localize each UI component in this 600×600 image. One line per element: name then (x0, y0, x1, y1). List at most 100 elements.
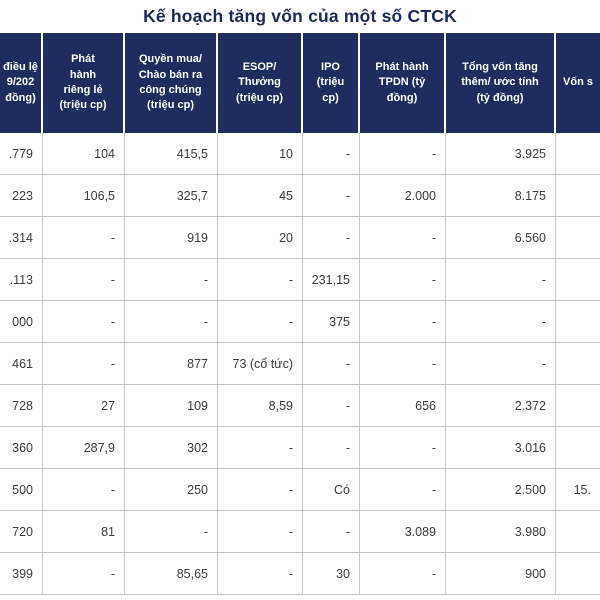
table-cell: 6.560 (446, 217, 556, 258)
table-row: 000- - -375- - (0, 301, 600, 343)
column-header-7: Vốn s (563, 76, 593, 89)
table-cell: 20 (218, 217, 303, 258)
table-row: 360 287,9 302- - -3.016 (0, 427, 600, 469)
table-cell: - (303, 511, 360, 552)
table-cell: 375 (303, 301, 360, 342)
table-cell: 415,5 (125, 133, 218, 174)
table-cell: 85,65 (125, 553, 218, 594)
table-cell: 30 (303, 553, 360, 594)
table-cell: 720 (0, 511, 43, 552)
table-cell: - (43, 469, 125, 510)
table-cell: - (360, 469, 446, 510)
table-row: 728 27 109 8,59-656 2.372 (0, 385, 600, 427)
table-cell: - (43, 553, 125, 594)
table-cell: 10 (218, 133, 303, 174)
table-cell: 287,9 (43, 427, 125, 468)
table-cell: - (446, 301, 556, 342)
table-row: 223 106,5 325,7 45-2.000 8.175 (0, 175, 600, 217)
table-cell: 106,5 (43, 175, 125, 216)
table-cell: 45 (218, 175, 303, 216)
table-cell: .314 (0, 217, 43, 258)
table-cell: 109 (125, 385, 218, 426)
table-cell: - (218, 259, 303, 300)
table-cell: 231,15 (303, 259, 360, 300)
table-cell: - (125, 301, 218, 342)
column-header-6: Tổng vốn tăng thêm/ ước tính (tỷ đồng) (446, 33, 556, 133)
table-row: .779 104 415,5 10- -3.925 (0, 133, 600, 175)
table-cell: 81 (43, 511, 125, 552)
table-cell: 3.980 (446, 511, 556, 552)
table-cell: - (303, 385, 360, 426)
table-cell: 325,7 (125, 175, 218, 216)
table-row: 399-85,65-30-900 (0, 553, 600, 595)
table-cell: - (43, 217, 125, 258)
table-cell: 223 (0, 175, 43, 216)
table-cell: - (125, 259, 218, 300)
table-cell: 250 (125, 469, 218, 510)
table-cell: 15. (573, 482, 591, 497)
table-cell (556, 553, 600, 594)
table-cell: .113 (0, 259, 43, 300)
table-cell: 73 (cổ tức) (218, 343, 303, 384)
table-cell: - (125, 511, 218, 552)
table-cell: - (360, 427, 446, 468)
table-body: .779 104 415,5 10- -3.925 223 106,5 325,7 45-2.0… (0, 133, 600, 595)
table-cell: 877 (125, 343, 218, 384)
table-cell: - (218, 427, 303, 468)
table-row: 500-250- Có -2.500 15. (0, 469, 600, 511)
table-cell: - (43, 259, 125, 300)
table-cell (556, 427, 600, 468)
column-header-3: ESOP/ Thưởng (triệu cp) (218, 33, 303, 133)
table-cell (556, 133, 600, 174)
table-cell: - (218, 301, 303, 342)
table-cell: 104 (43, 133, 125, 174)
table-cell: - (303, 427, 360, 468)
table-cell: - (360, 553, 446, 594)
table-cell: Có (303, 469, 360, 510)
column-header-0: điều lệ 9/202 đồng) (0, 33, 43, 133)
table-cell (556, 259, 600, 300)
table-cell: 8.175 (446, 175, 556, 216)
table-cell (556, 385, 600, 426)
table-row: 720 81- - -3.089 3.980 (0, 511, 600, 553)
table-cell: 500 (0, 469, 43, 510)
table-row: .314-919 20- -6.560 (0, 217, 600, 259)
table-cell: - (446, 343, 556, 384)
column-header-4: IPO (triệu cp) (303, 33, 360, 133)
table-cell (556, 511, 600, 552)
table-cell: 2.500 (446, 469, 556, 510)
table-cell (556, 343, 600, 384)
table-cell (556, 217, 600, 258)
table-cell: - (303, 133, 360, 174)
table-cell: 656 (360, 385, 446, 426)
table-cell: - (360, 301, 446, 342)
table-cell: - (446, 259, 556, 300)
table-cell: 2.372 (446, 385, 556, 426)
table-cell: 000 (0, 301, 43, 342)
table-row: 461-877 73 (cổ tức) - - - (0, 343, 600, 385)
table-cell: - (360, 217, 446, 258)
table-cell: 919 (125, 217, 218, 258)
column-header-5: Phát hành TPDN (tỷ đồng) (360, 33, 446, 133)
page-title: Kế hoạch tăng vốn của một số CTCK (143, 6, 457, 26)
table-cell: 728 (0, 385, 43, 426)
table-cell: 8,59 (218, 385, 303, 426)
table-cell: - (218, 553, 303, 594)
table-cell: 461 (0, 343, 43, 384)
table-cell: - (360, 343, 446, 384)
table-cell: .779 (0, 133, 43, 174)
table-cell: 3.925 (446, 133, 556, 174)
table-cell: 3.016 (446, 427, 556, 468)
table-cell (556, 301, 600, 342)
table-cell: 399 (0, 553, 43, 594)
table-cell: 2.000 (360, 175, 446, 216)
table-cell: - (218, 469, 303, 510)
table-cell: - (43, 343, 125, 384)
table-cell: 360 (0, 427, 43, 468)
table-cell: - (360, 259, 446, 300)
table-cell: - (360, 133, 446, 174)
table-header-row: điều lệ 9/202 đồng) Phát hành riêng lẻ (t… (0, 33, 600, 133)
column-header-2: Quyền mua/ Chào bán ra công chúng (triệu… (125, 33, 218, 133)
table-cell (556, 175, 600, 216)
capital-increase-table: điều lệ 9/202 đồng) Phát hành riêng lẻ (t… (0, 33, 600, 595)
